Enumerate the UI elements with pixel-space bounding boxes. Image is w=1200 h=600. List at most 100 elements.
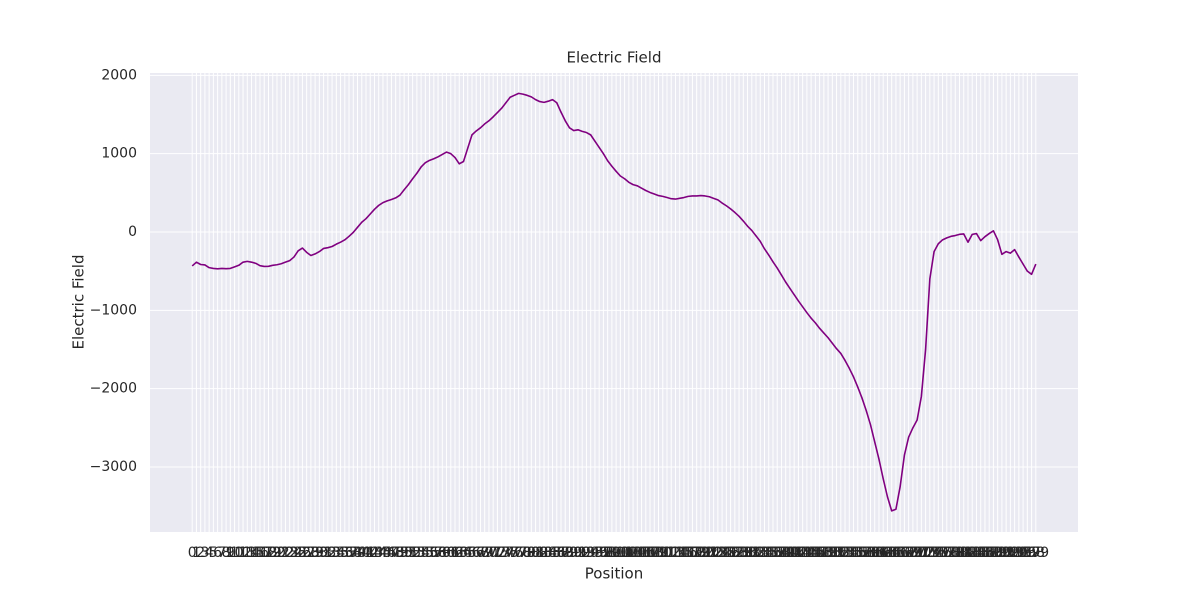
x-tick-label: 69 [476,545,494,561]
x-tick-label: 123 [700,545,727,561]
x-tick-label: 39 [349,545,367,561]
x-tick-label: 133 [743,545,770,561]
x-tick-label: 140 [772,545,799,561]
x-tick-label: 83 [535,545,553,561]
x-tick-label: 57 [425,545,443,561]
x-tick-label: 115 [666,545,693,561]
x-tick-label: 142 [781,545,808,561]
x-tick-label: 1 [192,545,201,561]
x-tick-label: 45 [374,545,392,561]
x-tick-label: 95 [586,545,604,561]
x-tick-label: 154 [832,545,859,561]
x-tick-label: 195 [1005,545,1032,561]
x-tick-label: 185 [963,545,990,561]
y-tick-label: 0 [128,224,137,240]
x-tick-label: 156 [840,545,867,561]
x-tick-label: 117 [675,545,702,561]
chart-title: Electric Field [567,49,662,67]
x-tick-label: 22 [277,545,295,561]
x-tick-label: 160 [857,545,884,561]
x-tick-label: 68 [472,545,490,561]
x-tick-label: 84 [539,545,557,561]
x-tick-label: 65 [459,545,477,561]
x-tick-label: 101 [607,545,634,561]
x-tick-label: 0 [188,545,197,561]
marks [191,92,1037,512]
x-tick-label: 74 [497,545,515,561]
x-tick-label: 50 [395,545,413,561]
x-tick-label: 141 [777,545,804,561]
x-tick-label: 17 [255,545,273,561]
x-tick-label: 23 [281,545,299,561]
x-tick-label: 150 [815,545,842,561]
x-tick-label: 86 [548,545,566,561]
x-tick-label: 44 [370,545,388,561]
x-tick-label: 31 [315,545,333,561]
x-tick-label: 26 [293,545,311,561]
x-tick-label: 173 [912,545,939,561]
x-tick-label: 147 [802,545,829,561]
x-tick-label: 181 [946,545,973,561]
x-tick-label: 25 [289,545,307,561]
x-tick-label: 121 [692,545,719,561]
x-tick-label: 122 [696,545,723,561]
x-tick-label: 177 [929,545,956,561]
plot-area [150,73,1078,532]
x-tick-label: 80 [522,545,540,561]
x-tick-label: 15 [247,545,265,561]
x-tick-label: 66 [463,545,481,561]
x-tick-label: 158 [849,545,876,561]
x-tick-label: 190 [984,545,1011,561]
x-tick-label: 159 [853,545,880,561]
x-tick-label: 171 [904,545,931,561]
x-tick-label: 103 [615,545,642,561]
x-tick-label: 180 [942,545,969,561]
x-tick-label: 138 [764,545,791,561]
x-tick-label: 155 [836,545,863,561]
x-tick-label: 192 [993,545,1020,561]
x-tick-label: 24 [285,545,303,561]
x-tick-label: 81 [527,545,545,561]
x-tick-label: 169 [895,545,922,561]
x-tick-label: 98 [599,545,617,561]
x-tick-label: 175 [921,545,948,561]
x-tick-label: 108 [637,545,664,561]
x-tick-label: 46 [378,545,396,561]
x-tick-label: 105 [624,545,651,561]
x-tick-label: 32 [319,545,337,561]
x-tick-label: 70 [480,545,498,561]
x-tick-label: 167 [887,545,914,561]
x-tick-label: 179 [938,545,965,561]
x-tick-label: 152 [823,545,850,561]
x-tick-label: 100 [603,545,630,561]
x-tick-label: 36 [336,545,354,561]
x-tick-label: 194 [1001,545,1028,561]
x-tick-label: 135 [751,545,778,561]
x-tick-label: 72 [489,545,507,561]
x-tick-label: 41 [357,545,375,561]
x-tick-label: 10 [226,545,244,561]
x-tick-label: 79 [518,545,536,561]
x-tick-label: 166 [883,545,910,561]
x-tick-label: 127 [717,545,744,561]
x-tick-label: 161 [861,545,888,561]
x-tick-label: 60 [438,545,456,561]
x-tick-label: 125 [709,545,736,561]
x-tick-label: 82 [531,545,549,561]
x-tick-label: 199 [1022,545,1049,561]
x-tick-label: 191 [989,545,1016,561]
x-tick-label: 99 [603,545,621,561]
y-axis-label: Electric Field [70,255,88,350]
x-tick-label: 112 [654,545,681,561]
x-tick-label: 134 [747,545,774,561]
x-tick-label: 18 [260,545,278,561]
y-tick-label: −3000 [90,459,137,475]
x-tick-label: 162 [866,545,893,561]
x-tick-label: 16 [251,545,269,561]
x-tick-label: 126 [713,545,740,561]
x-tick-label: 165 [878,545,905,561]
x-tick-label: 61 [442,545,460,561]
x-tick-label: 19 [264,545,282,561]
x-tick-label: 4 [205,545,214,561]
